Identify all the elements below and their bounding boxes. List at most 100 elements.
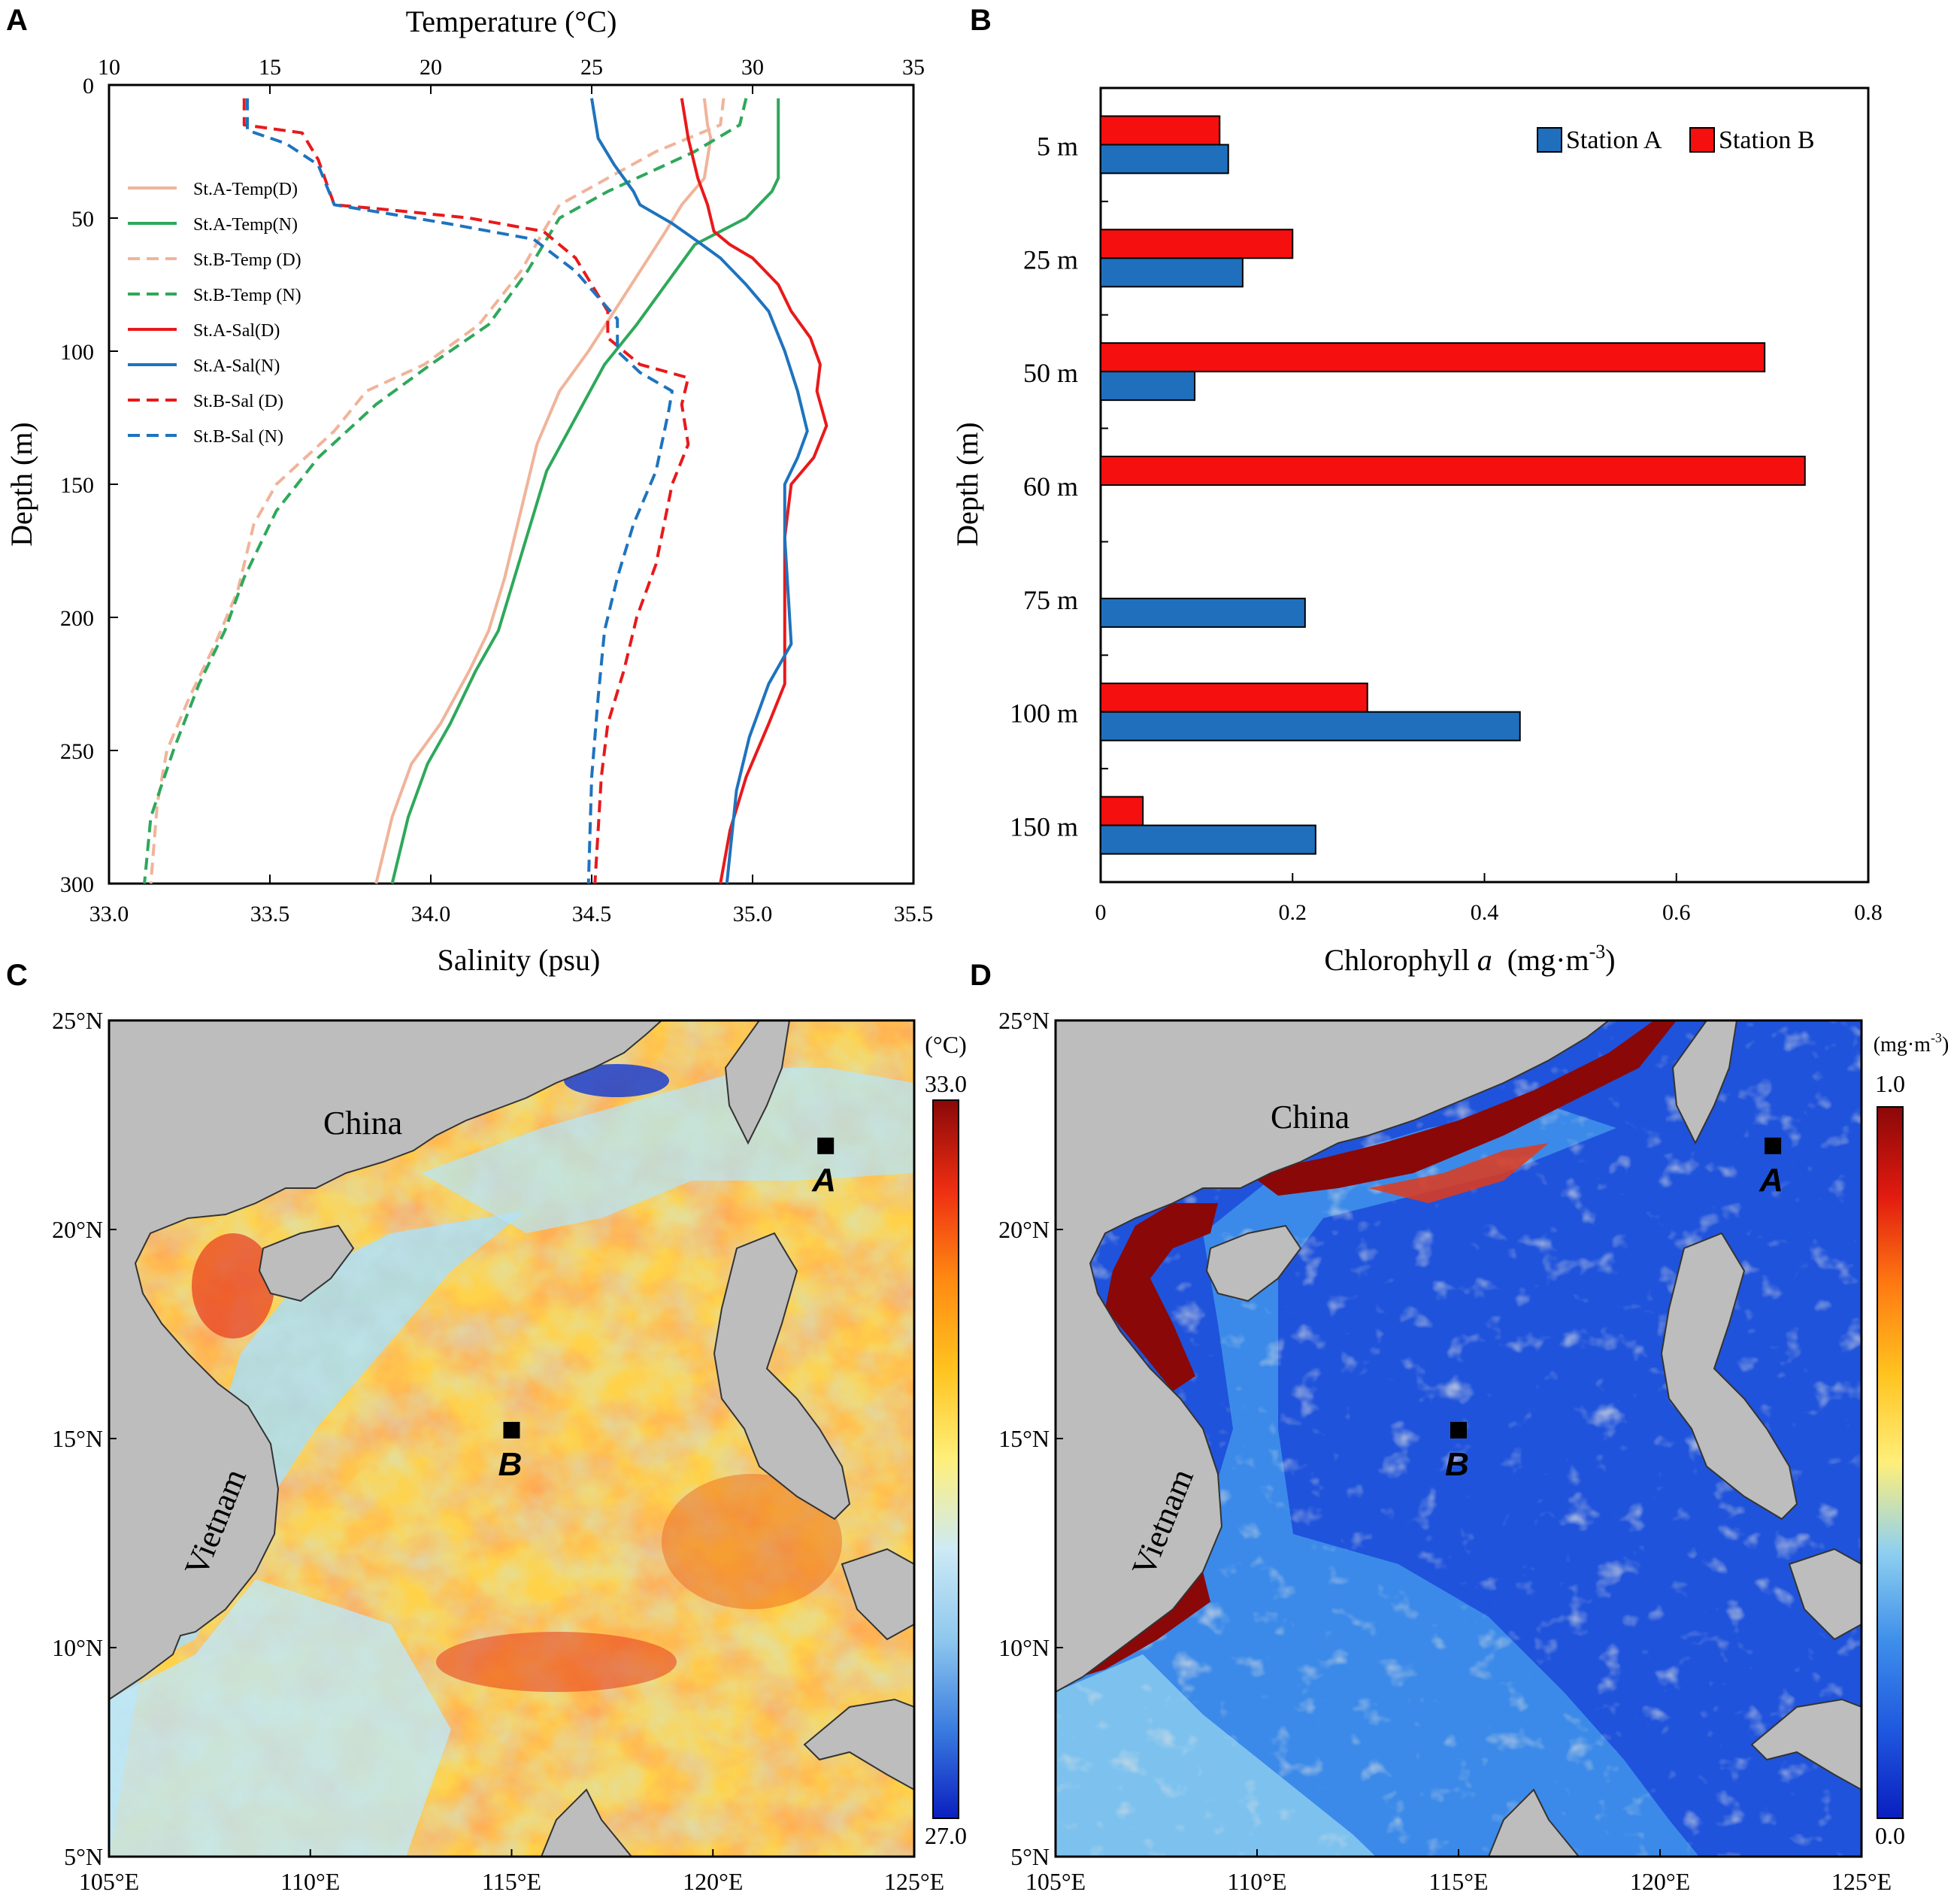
temp-tick-label: 25 (580, 55, 603, 80)
legend-label: St.B-Temp (D) (193, 250, 301, 270)
lat-tick-label: 10°N (52, 1634, 103, 1661)
lon-tick-label: 125°E (1831, 1868, 1892, 1895)
legend-label: St.A-Sal(D) (193, 321, 280, 341)
stations-c: AB (498, 1137, 836, 1483)
chl-colorbar-min: 0.0 (1875, 1822, 1905, 1849)
sal-tick-label: 33.0 (89, 902, 129, 926)
chl-tick-label: 0.6 (1662, 900, 1691, 925)
salinity-axis-title: Salinity (psu) (438, 943, 601, 977)
panel-label-d: D (970, 959, 992, 992)
profile-line (143, 98, 748, 884)
sal-tick-label: 35.5 (894, 902, 934, 926)
bar-station-a (1100, 824, 1316, 855)
panel-a: A 10 15 20 25 30 35 33.0 33.5 34.0 34.5 35.0 35.5 … (5, 4, 933, 977)
panel-c-axes: 105°E 110°E 115°E 120°E 125°E 5°N 10°N 15°N 20°N… (52, 1007, 944, 1895)
sal-tick-label: 35.0 (733, 902, 773, 926)
profile-line (590, 98, 809, 884)
category-label: 150 m (1010, 812, 1078, 842)
sal-tick-label: 34.5 (572, 902, 612, 926)
sst-colorbar (932, 1099, 959, 1819)
warm-east (662, 1474, 842, 1609)
depth-tick-label: 150 (60, 473, 94, 498)
lat-tick-label: 5°N (64, 1843, 103, 1870)
bar-station-b (1100, 342, 1766, 373)
depth-axis-title-a: Depth (m) (5, 422, 38, 547)
category-label: 50 m (1023, 358, 1078, 388)
chl-colorbar-unit: (mg·m-3) (1874, 1030, 1949, 1057)
profile-line (680, 98, 829, 884)
bar-station-b (1100, 229, 1294, 259)
station-marker (817, 1137, 835, 1154)
profile-line (374, 98, 713, 884)
lon-tick-label: 115°E (482, 1868, 541, 1895)
borneo (540, 1788, 633, 1857)
profile-line (149, 98, 726, 884)
lon-tick-label: 115°E (1428, 1868, 1488, 1895)
chl-tick-label: 0.2 (1279, 900, 1307, 925)
category-label: 75 m (1023, 585, 1078, 615)
panel-b-legend: Station A Station B (1537, 126, 1815, 154)
lon-tick-label: 110°E (1227, 1868, 1286, 1895)
visayas-d (1788, 1548, 1862, 1641)
mainland-asia (109, 1020, 663, 1701)
temperature-axis-title: Temperature (°C) (406, 5, 617, 38)
hainan (258, 1224, 355, 1302)
legend-label: St.B-Sal (D) (193, 392, 283, 411)
category-label: 5 m (1037, 131, 1078, 161)
sal-tick-label: 33.5 (250, 902, 290, 926)
panel-label-a: A (6, 4, 28, 37)
bar-station-b (1100, 796, 1144, 826)
station-marker (1765, 1137, 1782, 1154)
legend-label: St.A-Sal(N) (193, 356, 280, 376)
depth-axis: 0 50 100 150 200 250 300 (60, 74, 118, 897)
temp-tick-label: 15 (259, 55, 281, 80)
lon-tick-label: 120°E (683, 1868, 743, 1895)
panel-b: B 5 m 25 m 50 m 60 m 75 m 100 m 150 m 0 0.2 0.4 0.… (950, 4, 1883, 977)
depth-axis-title-b: Depth (m) (950, 422, 984, 547)
chlorophyll-axis-title: Chlorophyll a (mg·m-3) (1324, 941, 1615, 977)
china-label-c: China (323, 1105, 402, 1142)
depth-tick-label: 100 (60, 340, 94, 365)
category-label: 25 m (1023, 244, 1078, 274)
cold-patch (564, 1064, 669, 1097)
category-label: 100 m (1010, 699, 1078, 729)
lat-tick-label: 15°N (998, 1425, 1050, 1452)
legend-label: Station A (1566, 126, 1662, 154)
panel-c: C China Vietnam AB 105 (6, 959, 967, 1895)
lon-tick-label: 120°E (1630, 1868, 1690, 1895)
warm-gulf (192, 1233, 274, 1339)
station-label: B (1445, 1446, 1469, 1483)
profile-lines (143, 98, 829, 884)
profile-line (390, 98, 780, 884)
borneo-d (1487, 1788, 1580, 1857)
bar-station-b (1100, 682, 1368, 713)
bar-station-a (1100, 597, 1306, 628)
taiwan (724, 1020, 791, 1145)
temp-tick-label: 30 (741, 55, 764, 80)
coastal-orange (1368, 1143, 1549, 1203)
tonkin-bloom (1105, 1203, 1218, 1391)
warm-south (436, 1632, 677, 1692)
chl-colorbar (1877, 1106, 1904, 1819)
lon-tick-label: 105°E (1025, 1868, 1086, 1895)
sst-colorbar-min: 27.0 (925, 1822, 967, 1849)
chl-tick-label: 0.4 (1471, 900, 1499, 925)
temp-tick-label: 35 (902, 55, 925, 80)
lon-tick-label: 125°E (884, 1868, 944, 1895)
bar-station-a (1100, 371, 1196, 402)
bar-station-b (1100, 456, 1806, 486)
sst-map (109, 1020, 914, 1857)
lat-tick-label: 25°N (998, 1007, 1050, 1034)
china-coast-bloom (1248, 1020, 1677, 1196)
legend-label: Station B (1719, 126, 1815, 154)
lon-tick-label: 105°E (79, 1868, 139, 1895)
mindanao (803, 1698, 914, 1791)
depth-tick-label: 50 (71, 207, 94, 232)
bar-station-a (1100, 257, 1244, 288)
chl-colorbar-max: 1.0 (1875, 1070, 1905, 1097)
panel-d-axes: 105°E 110°E 115°E 120°E 125°E 5°N 10°N 15°N 20°N… (998, 1007, 1892, 1895)
depth-tick-label: 250 (60, 739, 94, 764)
legend-label: St.A-Temp(N) (193, 215, 298, 235)
panel-label-b: B (970, 4, 992, 37)
